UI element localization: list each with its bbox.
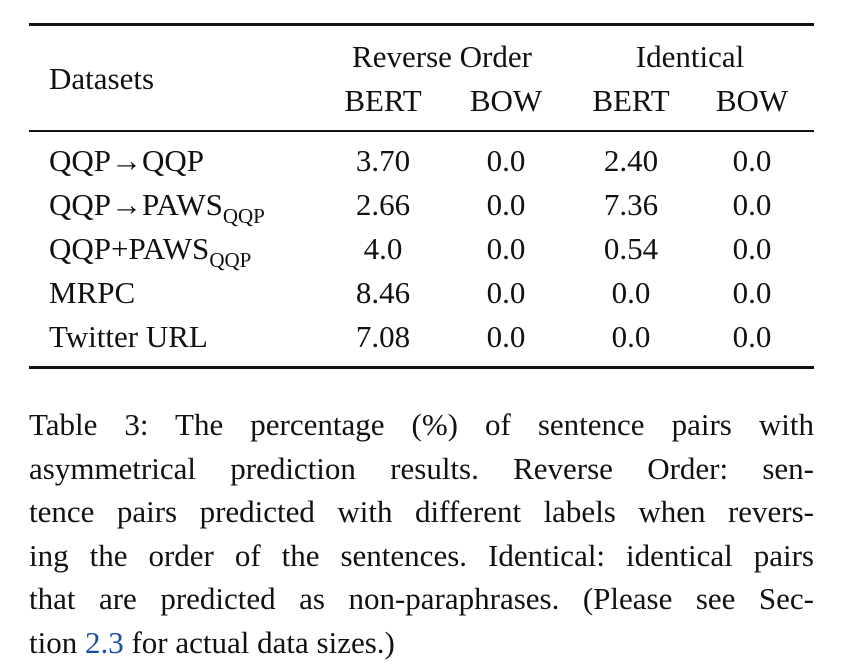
cell-reverse-bert: 8.46 [355, 275, 411, 310]
cell-reverse-bow: 0.0 [486, 231, 526, 266]
cell-identical-bow: 0.0 [732, 187, 772, 222]
caption-text: for actual data sizes.) [123, 624, 395, 660]
section-reference-link[interactable]: 2.3 [84, 624, 124, 660]
cell-identical-bert: 7.36 [603, 187, 659, 222]
caption-line: tence pairs predicted with different lab… [29, 494, 814, 529]
caption-text: tion [29, 624, 85, 660]
cell-identical-bert: 2.40 [603, 143, 659, 178]
row-label-text: QQP+PAWS [49, 231, 210, 266]
row-label: Twitter URL [49, 319, 208, 355]
row-label: MRPC [49, 275, 135, 311]
row-label-subscript: QQP [209, 248, 252, 272]
header-identical-bow: BOW [715, 83, 789, 118]
caption-line-last: tion 2.3 for actual data sizes.) [29, 621, 814, 665]
cell-reverse-bow: 0.0 [486, 319, 526, 354]
cell-reverse-bert: 4.0 [363, 231, 403, 266]
row-label-text: MRPC [49, 275, 136, 310]
row-label: QQP→PAWSQQP [49, 187, 265, 228]
header-group-reverse-order: Reverse Order [352, 39, 532, 74]
header-group-identical: Identical [635, 39, 745, 74]
cell-identical-bert: 0.0 [611, 319, 651, 354]
caption-line: asymmetrical prediction results. Reverse… [29, 450, 814, 486]
row-label: QQP+PAWSQQP [49, 231, 252, 272]
cell-identical-bow: 0.0 [732, 319, 772, 354]
header-datasets: Datasets [49, 61, 155, 96]
row-label: QQP→QQP [49, 143, 204, 179]
row-label-text: QQP→QQP [49, 143, 205, 178]
table-top-rule [29, 23, 814, 26]
cell-identical-bert: 0.0 [611, 275, 651, 310]
cell-reverse-bert: 2.66 [355, 187, 411, 222]
caption-line: that are predicted as non-paraphrases. (… [29, 581, 814, 616]
table-caption: Table 3: The percentage (%) of sentence … [29, 403, 814, 664]
cell-reverse-bert: 7.08 [355, 319, 411, 354]
table-bottom-rule [29, 366, 814, 369]
row-label-text: Twitter URL [49, 319, 208, 354]
row-label-subscript: QQP [222, 204, 265, 228]
cell-identical-bow: 0.0 [732, 143, 772, 178]
caption-line: Table 3: The percentage (%) of sentence … [29, 407, 814, 442]
header-reverse-bert: BERT [344, 83, 422, 118]
cell-reverse-bert: 3.70 [355, 143, 411, 178]
cell-identical-bow: 0.0 [732, 231, 772, 266]
row-label-text: QQP→PAWS [49, 187, 223, 222]
caption-line: ing the order of the sentences. Identica… [29, 537, 814, 573]
cell-reverse-bow: 0.0 [486, 143, 526, 178]
table-mid-rule [29, 130, 814, 132]
header-reverse-bow: BOW [469, 83, 543, 118]
cell-reverse-bow: 0.0 [486, 275, 526, 310]
cell-identical-bow: 0.0 [732, 275, 772, 310]
header-identical-bert: BERT [592, 83, 670, 118]
cell-reverse-bow: 0.0 [486, 187, 526, 222]
cell-identical-bert: 0.54 [603, 231, 659, 266]
